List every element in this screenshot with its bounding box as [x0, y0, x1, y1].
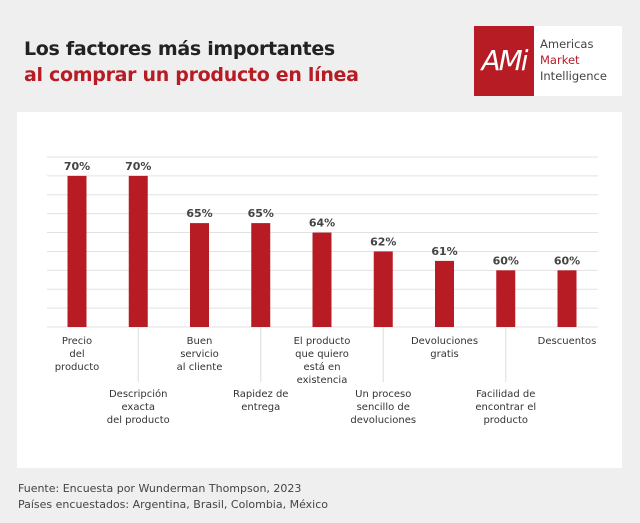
data-label: 70% — [64, 160, 90, 173]
data-label: 65% — [248, 207, 274, 220]
bar — [312, 232, 332, 327]
bar — [251, 223, 271, 327]
category-label: Buen servicio al cliente — [177, 336, 223, 373]
bar — [373, 251, 393, 327]
logo-line-3: Intelligence — [540, 69, 607, 83]
data-label: 61% — [431, 245, 457, 258]
footer-countries: Países encuestados: Argentina, Brasil, C… — [18, 498, 329, 511]
footer-source: Fuente: Encuesta por Wunderman Thompson,… — [18, 482, 302, 495]
data-label: 65% — [186, 207, 212, 220]
logo-line-2: Market — [540, 53, 580, 67]
category-label: Descripción exacta del producto — [107, 388, 170, 426]
bar — [496, 270, 516, 327]
data-label: 62% — [370, 235, 396, 248]
category-label: Un proceso sencillo de devoluciones — [350, 389, 416, 426]
bar — [67, 175, 87, 327]
category-label: Precio del producto — [55, 336, 100, 373]
title-line-2: al comprar un producto en línea — [24, 64, 359, 86]
category-label: Facilidad de encontrar el producto — [475, 389, 536, 426]
category-label: Rapidez de entrega — [233, 389, 288, 413]
logo-line-1: Americas — [540, 37, 594, 51]
bar — [190, 223, 209, 327]
category-label: El producto que quiero está en existencia — [294, 336, 351, 386]
bar — [435, 260, 454, 327]
category-label: Descuentos — [538, 336, 597, 347]
data-label: 60% — [554, 254, 580, 267]
category-label: Devoluciones gratis — [411, 336, 478, 360]
logo-mark: AMi — [474, 26, 534, 96]
ami-logo: AMi Americas Market Intelligence — [474, 26, 622, 96]
data-label: 60% — [493, 254, 519, 267]
data-label: 70% — [125, 160, 151, 173]
title-line-1: Los factores más importantes — [24, 38, 335, 60]
data-label: 64% — [309, 217, 335, 230]
bar — [128, 175, 148, 327]
bar — [557, 270, 577, 327]
